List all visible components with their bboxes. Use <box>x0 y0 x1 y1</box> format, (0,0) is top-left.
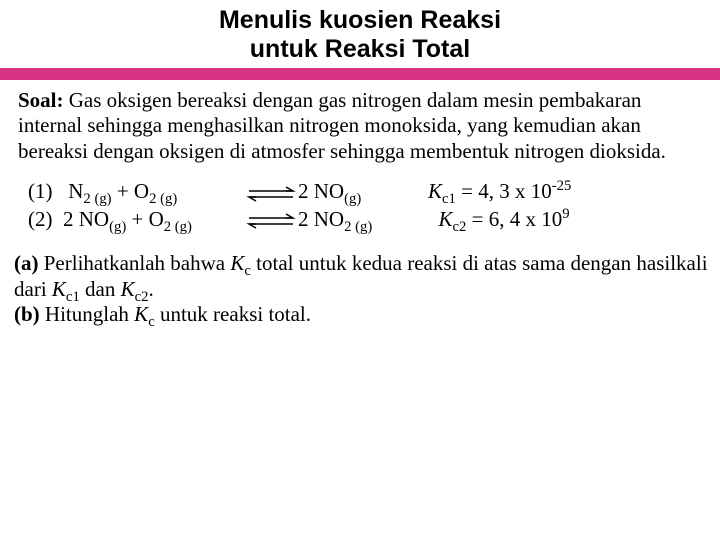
title-line-1: Menulis kuosien Reaksi <box>0 6 720 35</box>
equation-1: (1) N2 (g) + O2 (g) 2 NO(g) Kc1 = 4, 3 x… <box>28 178 720 205</box>
equation-2: (2) 2 NO(g) + O2 (g) 2 NO2 (g) Kc2 = 6, … <box>28 206 720 233</box>
qb-label: (b) <box>14 302 40 326</box>
equilibrium-arrow-icon <box>246 186 296 202</box>
question-b: (b) Hitunglah Kc untuk reaksi total. <box>14 302 710 328</box>
title-block: Menulis kuosien Reaksi untuk Reaksi Tota… <box>0 0 720 68</box>
equilibrium-arrow-icon <box>246 213 296 229</box>
eq2-k-exp: 9 <box>562 206 569 222</box>
eq1-k-val: = 4, 3 x 10 <box>456 179 552 203</box>
qa-t1: Perlihatkanlah bahwa <box>39 251 231 275</box>
questions-block: (a) Perlihatkanlah bahwa Kc total untuk … <box>0 233 720 328</box>
title-line-2: untuk Reaksi Total <box>0 35 720 64</box>
eq1-k-sym: K <box>428 179 442 203</box>
eq2-k-sym: K <box>439 207 453 231</box>
eq2-k-val: = 6, 4 x 10 <box>466 207 562 231</box>
eq2-kc: Kc2 = 6, 4 x 109 <box>428 206 570 233</box>
eq2-left: (2) 2 NO(g) + O2 (g) <box>28 206 243 233</box>
problem-text: Soal: Gas oksigen bereaksi dengan gas ni… <box>0 80 720 165</box>
equations-block: (1) N2 (g) + O2 (g) 2 NO(g) Kc1 = 4, 3 x… <box>0 164 720 233</box>
soal-label: Soal: <box>18 88 64 112</box>
eq1-products: 2 NO(g) <box>298 178 428 205</box>
eq2-products: 2 NO2 (g) <box>298 206 428 233</box>
eq2-num: (2) <box>28 207 53 231</box>
eq1-left: (1) N2 (g) + O2 (g) <box>28 178 243 205</box>
eq1-arrow <box>243 178 298 205</box>
eq2-k-sub: c2 <box>453 219 467 235</box>
eq1-num: (1) <box>28 179 53 203</box>
eq2-arrow <box>243 206 298 233</box>
qb-t1: Hitunglah <box>40 302 135 326</box>
question-a: (a) Perlihatkanlah bahwa Kc total untuk … <box>14 251 710 302</box>
soal-text: Gas oksigen bereaksi dengan gas nitrogen… <box>18 88 666 163</box>
eq1-kc: Kc1 = 4, 3 x 10-25 <box>428 178 571 205</box>
qa-t3: dan <box>80 277 121 301</box>
qa-label: (a) <box>14 251 39 275</box>
qb-t2: untuk reaksi total. <box>155 302 311 326</box>
eq1-k-exp: -25 <box>552 178 572 194</box>
divider-bar <box>0 68 720 80</box>
